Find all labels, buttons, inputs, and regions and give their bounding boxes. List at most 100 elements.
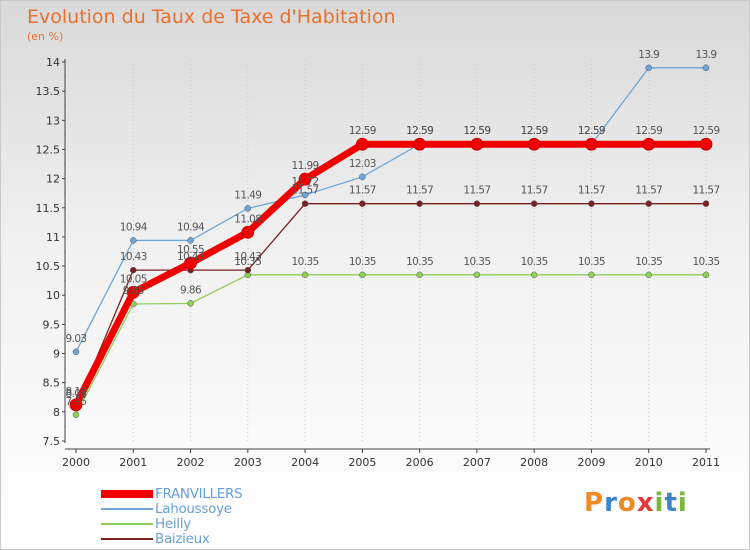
data-label: 10.35 [463, 256, 490, 268]
y-tick-label: 14 [46, 56, 60, 69]
x-tick-label: 2004 [291, 456, 319, 469]
data-point [527, 137, 541, 151]
logo-letter: x [636, 488, 655, 518]
data-point [301, 271, 309, 279]
data-point [413, 137, 427, 151]
data-label: 9.86 [180, 284, 202, 296]
data-point [298, 172, 312, 186]
y-tick-label: 12.5 [36, 143, 61, 156]
data-point [184, 256, 197, 270]
data-label: 12.59 [349, 125, 376, 137]
data-label: 12.59 [521, 125, 548, 137]
logo-letter: t [664, 488, 678, 518]
logo-letter: P [584, 488, 605, 518]
y-tick-label: 10.5 [36, 260, 61, 273]
y-tick-label: 7.5 [43, 435, 61, 448]
x-tick-label: 2009 [577, 456, 605, 469]
data-label: 13.9 [696, 49, 717, 61]
data-label: 10.55 [177, 244, 204, 256]
data-point [473, 271, 481, 279]
data-point [416, 271, 423, 279]
data-label: 13.9 [638, 49, 659, 61]
data-point [69, 398, 83, 412]
data-label: 11.57 [578, 185, 605, 197]
data-point [355, 137, 369, 151]
data-point [588, 200, 595, 207]
data-labels-layer: 9.03 10.94 10.94 11.49 11.72 12.03 12.59 12.59 1… [66, 49, 721, 408]
data-point [702, 200, 710, 207]
y-tick-label: 9.5 [43, 318, 61, 331]
data-label: 11.57 [292, 185, 319, 197]
data-label: 10.35 [635, 256, 662, 268]
data-label: 9.03 [66, 333, 87, 345]
y-tick-label: 9 [53, 348, 60, 361]
proxiti-logo: Proxiti [584, 488, 688, 518]
x-tick-label: 2000 [62, 456, 90, 469]
data-point [359, 200, 366, 207]
chart-title: Evolution du Taux de Taxe d'Habitation [27, 6, 396, 28]
data-point [645, 200, 652, 207]
data-label: 12.59 [406, 125, 433, 137]
data-label: 10.35 [292, 256, 319, 268]
x-tick-label: 2003 [234, 456, 262, 469]
data-label: 12.59 [463, 125, 490, 137]
data-label: 12.59 [578, 125, 605, 137]
legend-label: FRANVILLERS [155, 486, 243, 502]
data-label: 12.59 [578, 125, 605, 137]
y-tick-label: 13 [46, 114, 60, 127]
data-label: 7.95 [66, 396, 87, 408]
y-tick-label: 12 [46, 173, 60, 186]
data-label: 12.59 [463, 125, 490, 137]
data-point [416, 200, 423, 207]
data-point [301, 200, 309, 207]
x-tick-label: 2005 [348, 456, 376, 469]
data-label: 9.85 [123, 285, 144, 297]
legend-swatch [101, 490, 153, 498]
chart-axes: 7.5 8 8.5 9 9.5 10 10.5 11 11.5 12 12.5 13 13.5 14 200… [36, 56, 721, 469]
series-line-baizieux [75, 203, 706, 408]
data-point [187, 300, 194, 307]
data-point [130, 237, 137, 244]
data-label: 11.08 [234, 213, 261, 225]
data-label: 11.57 [635, 185, 662, 197]
y-tick-label: 8 [53, 406, 60, 419]
data-label: 10.35 [578, 256, 605, 268]
data-label: 10.35 [406, 256, 433, 268]
data-point [530, 271, 538, 279]
data-label: 10.35 [521, 256, 548, 268]
y-tick-label: 13.5 [36, 85, 61, 98]
legend-label: Lahoussoye [155, 501, 232, 517]
legend-swatch [101, 523, 153, 525]
data-point [359, 173, 366, 181]
data-label: 10.94 [177, 221, 205, 233]
series-line-franvillers [72, 140, 706, 407]
logo-letter: i [677, 488, 688, 518]
data-point [702, 64, 710, 72]
data-point [301, 191, 309, 199]
legend-label: Baizieux [155, 531, 210, 547]
data-point [130, 266, 137, 274]
y-tick-label: 8.5 [43, 377, 61, 390]
y-unit-label: (en %) [27, 30, 64, 43]
data-label: 11.57 [521, 185, 548, 197]
data-point [473, 200, 481, 207]
series-layer [69, 64, 713, 419]
data-point [359, 271, 366, 279]
data-point [645, 271, 652, 279]
data-label: 10.43 [177, 251, 204, 263]
data-point [244, 266, 252, 274]
data-label: 11.99 [292, 160, 319, 172]
legend-swatch [101, 508, 153, 510]
data-point [187, 237, 194, 244]
data-label: 10.05 [120, 273, 147, 285]
x-tick-label: 2011 [692, 456, 720, 469]
data-point [585, 137, 598, 151]
x-tick-label: 2010 [635, 456, 663, 469]
x-tick-label: 2006 [406, 456, 434, 469]
x-tick-label: 2001 [119, 456, 147, 469]
logo-letter: o [617, 488, 637, 518]
logo-letter: r [604, 488, 618, 518]
data-point [588, 271, 595, 279]
